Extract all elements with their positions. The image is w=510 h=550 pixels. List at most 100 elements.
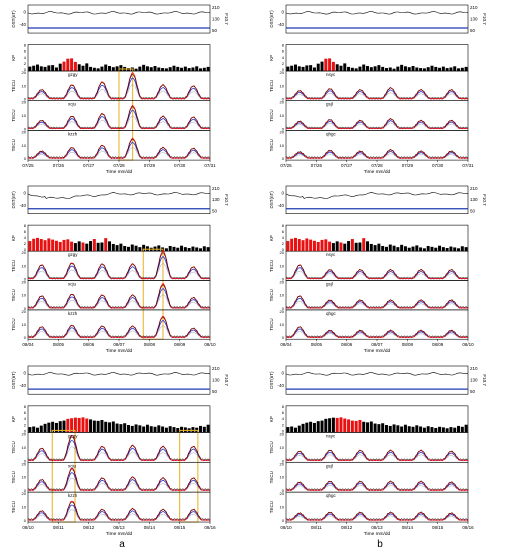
- kp-bar: [157, 425, 161, 433]
- tec-line-black: [27, 252, 211, 279]
- dst-line: [27, 11, 211, 15]
- tec-ylabel: TECU: [269, 139, 274, 151]
- kp-bar: [384, 425, 388, 433]
- kp-bar: [347, 66, 351, 71]
- f107-tick: 130: [212, 378, 220, 383]
- kp-bar: [297, 425, 301, 433]
- tec-tick: 0: [24, 518, 27, 523]
- kp-bar: [343, 63, 347, 71]
- kp-bar: [407, 67, 411, 71]
- kp-bar: [43, 66, 47, 71]
- kp-bar: [104, 64, 108, 71]
- kp-bar: [92, 239, 96, 252]
- x-tick-label: 07/27: [83, 163, 95, 168]
- kp-bar: [331, 61, 335, 71]
- x-tick-label: 07/30: [174, 163, 186, 168]
- tec-tick: 20: [22, 309, 27, 314]
- tec-tick: 10: [280, 83, 285, 88]
- kp-bar: [172, 65, 176, 71]
- kp-bar: [180, 426, 184, 433]
- kp-bar: [66, 239, 70, 252]
- tec-line-black: [27, 138, 211, 158]
- kp-bar: [70, 418, 74, 433]
- kp-bar: [157, 245, 161, 252]
- kp-bar: [70, 241, 74, 252]
- tec-tick: 10: [22, 475, 27, 480]
- kp-bar: [145, 424, 149, 433]
- f107-tick: 50: [212, 209, 218, 214]
- kp-bar: [305, 65, 309, 71]
- kp-bar: [305, 422, 309, 433]
- kp-bar: [126, 68, 130, 71]
- f107-ylabel: F10.7: [224, 374, 229, 386]
- kp-bar: [403, 246, 407, 252]
- kp-bar: [176, 247, 180, 252]
- tec-tick: 0: [282, 458, 285, 463]
- tec-tick: 10: [22, 83, 27, 88]
- f107-tick: 50: [212, 28, 218, 33]
- kp-bar: [126, 425, 130, 433]
- kp-tick: 4: [282, 416, 285, 421]
- tec-line-black: [285, 149, 469, 158]
- kp-bar: [449, 67, 453, 71]
- kp-bar: [407, 247, 411, 252]
- f107-tick: 210: [212, 5, 220, 10]
- kp-bar: [369, 243, 373, 252]
- x-tick-label: 08/15: [432, 525, 444, 530]
- station-label: xcju: [68, 282, 76, 287]
- kp-bar: [96, 242, 100, 252]
- tec-line-blue: [27, 255, 211, 280]
- tec-tick: 20: [280, 70, 285, 75]
- kp-bar: [206, 424, 210, 433]
- tec-tick: 0: [24, 156, 27, 161]
- kp-bar: [180, 245, 184, 252]
- f107-ylabel: F10.7: [224, 194, 229, 206]
- kp-bar: [460, 426, 464, 433]
- kp-tick: 6: [24, 49, 27, 54]
- kp-bar: [373, 66, 377, 71]
- tec-line-gray: [27, 293, 211, 309]
- tec-line-black: [285, 449, 469, 461]
- kp-tick: 6: [24, 410, 27, 415]
- kp-bar: [54, 240, 58, 252]
- kp-bar: [73, 417, 77, 433]
- kp-bar: [350, 67, 354, 71]
- kp-bar: [381, 423, 385, 433]
- kp-bar: [464, 424, 468, 433]
- kp-bar: [373, 245, 377, 252]
- kp-bar: [392, 424, 396, 433]
- kp-bar: [293, 237, 297, 252]
- tec-line-gray: [27, 262, 211, 280]
- kp-bar: [66, 418, 70, 433]
- x-tick-label: 08/11: [311, 525, 322, 530]
- tec-tick: 10: [280, 445, 285, 450]
- kp-bar: [358, 66, 362, 71]
- kp-tick: 4: [282, 55, 285, 60]
- kp-bar: [168, 245, 172, 252]
- f107-tick: 210: [470, 5, 478, 10]
- kp-bar: [81, 65, 85, 71]
- tec-line-black: [27, 73, 211, 99]
- dst-tick: 0: [23, 370, 26, 375]
- kp-bar: [411, 246, 415, 252]
- kp-tick: 0: [24, 428, 27, 433]
- dst-frame: [285, 185, 469, 215]
- f107-tick: 130: [470, 16, 478, 21]
- kp-bar: [199, 248, 203, 252]
- x-tick-label: 08/12: [83, 525, 95, 530]
- dst-frame: [285, 4, 469, 34]
- kp-bar: [441, 247, 445, 252]
- tec-frame: [285, 280, 469, 311]
- kp-bar: [438, 67, 442, 71]
- kp-bar: [81, 242, 85, 252]
- kp-bar: [362, 421, 366, 433]
- kp-bar: [396, 425, 400, 433]
- kp-bar: [415, 245, 419, 252]
- tec-ylabel: TECU: [11, 441, 16, 453]
- station-label: kzzh: [68, 131, 78, 136]
- kp-bar: [388, 425, 392, 433]
- kp-bar: [335, 241, 339, 252]
- kp-bar: [343, 418, 347, 433]
- kp-bar: [324, 58, 328, 71]
- tec-line-red: [285, 449, 469, 462]
